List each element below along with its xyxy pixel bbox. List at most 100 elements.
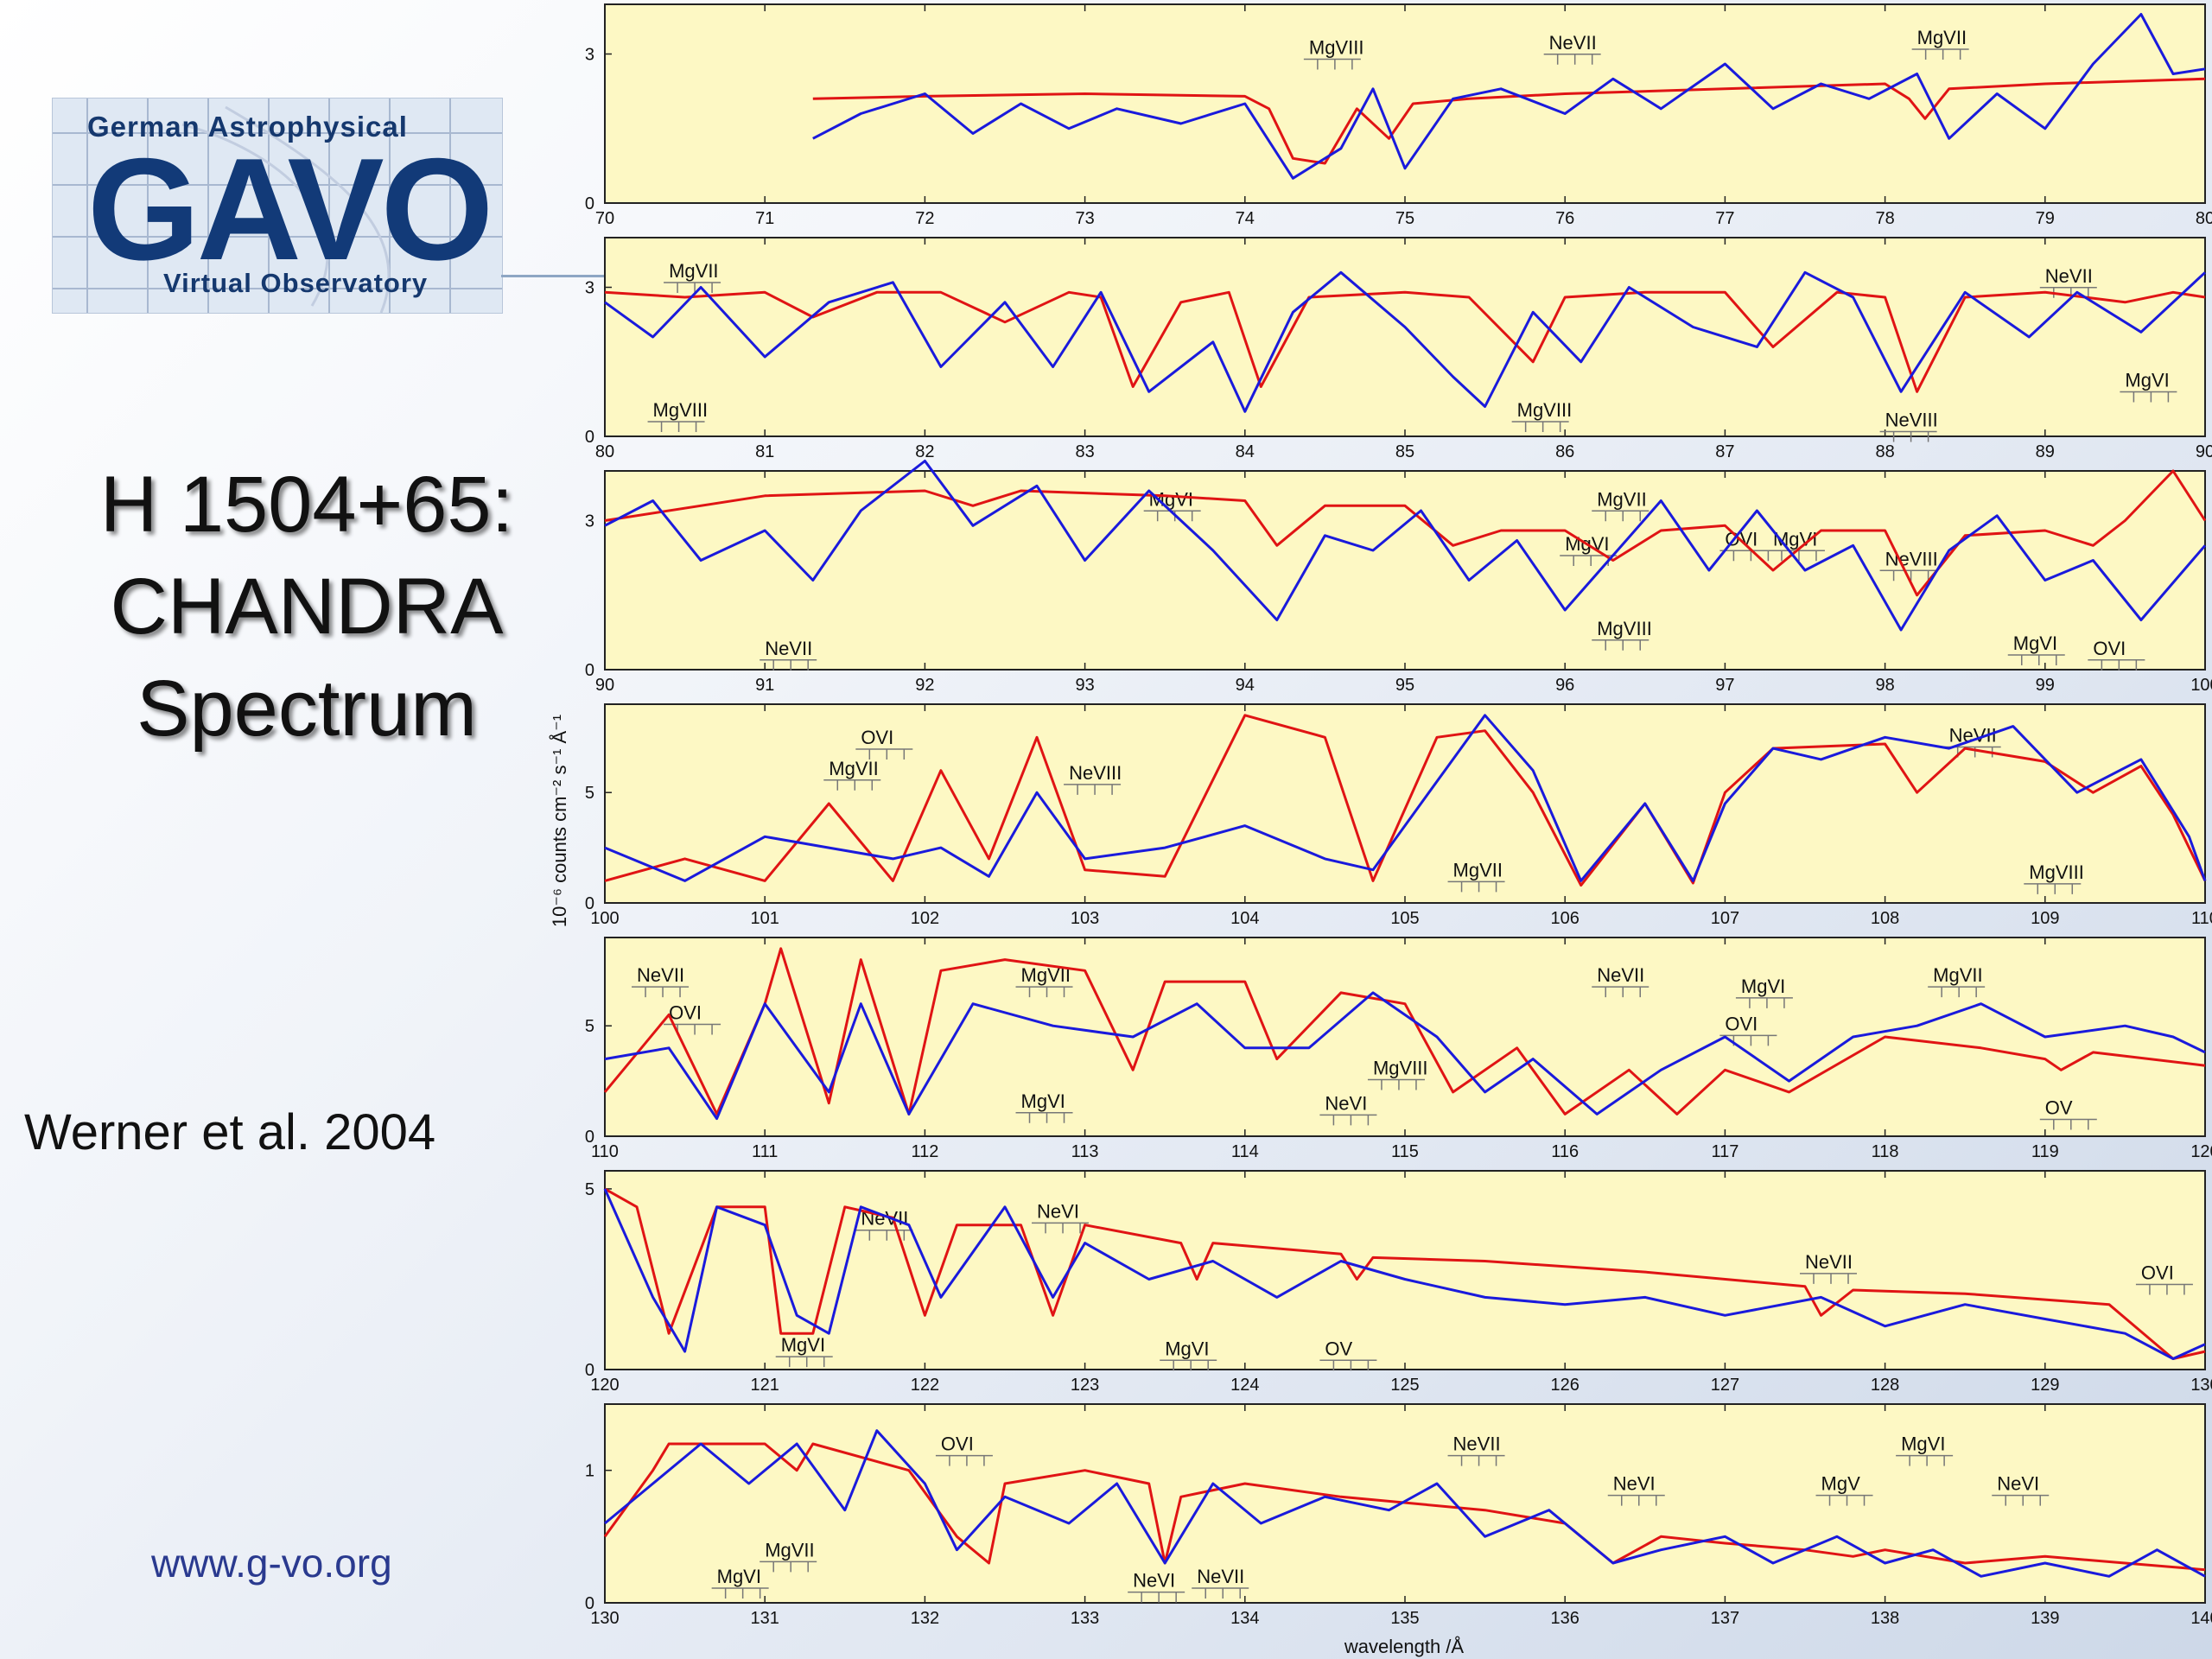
ion-label: OVI xyxy=(2141,1262,2174,1283)
ion-line-marks xyxy=(1015,986,1073,998)
ion-line-marks xyxy=(760,1560,817,1573)
observed-spectrum-line xyxy=(604,1429,2206,1578)
x-tick-label: 138 xyxy=(1871,1609,1899,1628)
x-tick-label: 85 xyxy=(1395,442,1414,461)
x-tick-label: 110 xyxy=(591,1142,619,1161)
x-tick-label: 116 xyxy=(1551,1142,1579,1161)
ion-label: NeVII xyxy=(1597,964,1644,986)
x-tick-label: 99 xyxy=(2036,676,2055,695)
ion-label: MgVIII xyxy=(2029,861,2084,883)
ion-label: NeVII xyxy=(1197,1566,1244,1587)
spectrum-panel-4: 100 101 102 103 104 105 106 107 108 109 110 0 5 OVI Mg… xyxy=(585,703,2212,928)
ion-label: MgVI xyxy=(717,1566,761,1587)
spectrum-panel-1: 70 71 72 73 74 75 76 77 78 79 80 0 3 MgVIII NeVII MgVII xyxy=(585,3,2212,228)
ion-line-marks xyxy=(1719,1034,1777,1046)
ion-label: NeVIII xyxy=(1069,762,1122,784)
ion-line-marks xyxy=(1319,1114,1377,1126)
ion-line-marks xyxy=(823,779,881,791)
logo-wordmark: GAVO xyxy=(87,128,493,290)
ion-line-marks xyxy=(632,986,690,998)
x-tick-label: 131 xyxy=(751,1609,779,1628)
x-tick-label: 127 xyxy=(1711,1376,1739,1395)
ion-line-marks xyxy=(2039,1118,2097,1130)
ion-line-marks xyxy=(1560,555,1618,566)
x-tick-label: 114 xyxy=(1231,1142,1259,1161)
ion-line-marks xyxy=(1735,997,1793,1008)
x-tick-label: 128 xyxy=(1871,1376,1899,1395)
ion-label: MgVIII xyxy=(1517,399,1573,421)
ion-label: MgVI xyxy=(2013,632,2057,654)
x-tick-label: 140 xyxy=(2190,1609,2212,1628)
x-tick-label: 78 xyxy=(1875,209,1894,228)
ion-label: NeVI xyxy=(1133,1570,1175,1592)
y-tick-label: 0 xyxy=(585,661,594,680)
x-tick-label: 86 xyxy=(1555,442,1574,461)
ion-line-marks xyxy=(1943,746,2001,758)
ion-line-marks xyxy=(1160,1359,1217,1371)
observed-spectrum-line xyxy=(812,13,2206,180)
y-tick-label: 3 xyxy=(585,512,594,531)
ion-line-marks xyxy=(1592,639,1649,651)
x-tick-label: 117 xyxy=(1711,1142,1738,1161)
observed-spectrum-line xyxy=(603,1188,2206,1360)
x-tick-label: 132 xyxy=(911,1609,939,1628)
x-tick-label: 124 xyxy=(1230,1376,1259,1395)
ion-line-marks xyxy=(1192,1587,1249,1599)
observed-spectrum-line xyxy=(604,714,2207,882)
ion-line-marks xyxy=(1303,58,1361,70)
title-line-3: Spectrum xyxy=(137,664,477,753)
x-tick-label: 139 xyxy=(2031,1609,2059,1628)
panel-frame xyxy=(604,237,2206,437)
ion-line-marks xyxy=(1015,1112,1073,1123)
ion-label: MgVI xyxy=(1165,1338,1209,1359)
x-tick-label: 119 xyxy=(2031,1142,2059,1161)
logo-top-text: German Astrophysical xyxy=(87,111,408,143)
ion-line-marks xyxy=(2120,391,2177,403)
y-tick-label: 0 xyxy=(585,1594,594,1613)
citation: Werner et al. 2004 xyxy=(24,1104,436,1160)
ion-line-marks xyxy=(1592,986,1649,998)
title-line-2: CHANDRA xyxy=(110,563,504,651)
ion-label: MgVI xyxy=(1901,1433,1945,1455)
x-axis-label: wavelength /Å xyxy=(1344,1636,1465,1657)
x-tick-label: 115 xyxy=(1391,1142,1419,1161)
ion-line-marks xyxy=(855,748,913,760)
model-spectrum-line xyxy=(603,1442,2206,1572)
x-tick-label: 121 xyxy=(751,1376,779,1395)
ion-label: NeVII xyxy=(2045,265,2093,287)
x-tick-label: 109 xyxy=(2031,909,2059,928)
x-tick-label: 90 xyxy=(595,676,614,695)
ion-label: OVI xyxy=(941,1433,974,1455)
ion-line-marks xyxy=(664,282,721,293)
x-tick-label: 122 xyxy=(911,1376,939,1395)
ion-line-marks xyxy=(1879,569,1937,582)
ion-line-marks xyxy=(1815,1494,1873,1506)
x-tick-label: 70 xyxy=(595,209,614,228)
title-line-1: H 1504+65: xyxy=(99,461,514,549)
x-tick-label: 136 xyxy=(1551,1609,1580,1628)
logo-grid-lines xyxy=(53,99,502,313)
x-tick-label: 90 xyxy=(2196,442,2212,461)
ion-line-marks xyxy=(1032,1222,1090,1234)
ion-label: OV xyxy=(2045,1096,2073,1118)
x-tick-label: 125 xyxy=(1390,1376,1419,1395)
x-tick-label: 110 xyxy=(2191,909,2212,928)
ion-label: MgVIII xyxy=(1309,37,1364,59)
ion-label: NeVII xyxy=(1453,1433,1501,1455)
ion-line-marks xyxy=(935,1454,993,1466)
ion-line-marks xyxy=(1896,1454,1954,1466)
ion-label: MgVI xyxy=(1149,488,1193,510)
x-tick-label: 95 xyxy=(1395,676,1414,695)
observed-spectrum-line xyxy=(604,270,2207,413)
x-tick-label: 104 xyxy=(1230,909,1259,928)
ion-line-marks xyxy=(1607,1494,1665,1506)
model-spectrum-line xyxy=(604,469,2207,597)
ion-label: MgVII xyxy=(765,1539,814,1560)
panel-frame xyxy=(604,937,2206,1137)
x-tick-label: 89 xyxy=(2036,442,2055,461)
x-tick-label: 126 xyxy=(1551,1376,1580,1395)
x-tick-label: 87 xyxy=(1715,442,1734,461)
ion-label: NeVI xyxy=(1613,1473,1656,1495)
ion-label: MgVII xyxy=(1597,488,1646,510)
